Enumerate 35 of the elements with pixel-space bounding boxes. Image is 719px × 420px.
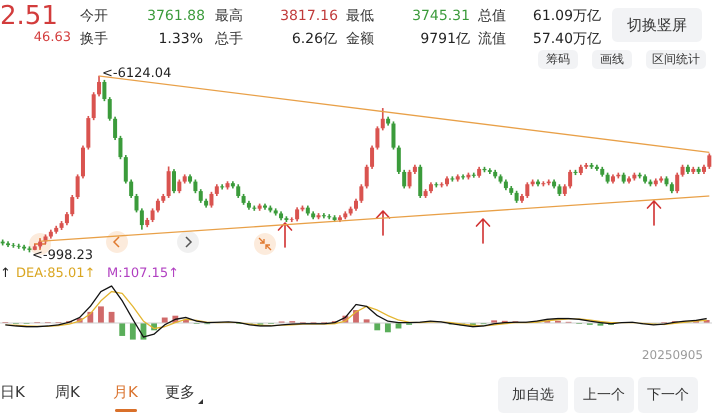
text: 切换竖屏: [627, 16, 687, 34]
annotation: <-6124.04: [102, 66, 172, 82]
text: 3745.31: [412, 8, 470, 24]
text: M:107.15↑: [107, 266, 179, 282]
text: 金额: [346, 31, 374, 48]
text: 3761.88: [147, 8, 205, 24]
text: 最高: [215, 8, 243, 24]
text: ↑: [0, 266, 11, 282]
text: 月K: [113, 383, 138, 402]
text: 下一个: [647, 386, 689, 404]
text: 20250905: [642, 348, 703, 363]
text: 总值: [478, 8, 506, 24]
text: 今开: [80, 8, 108, 24]
text: 筹码: [546, 51, 570, 68]
text: 周K: [55, 383, 80, 402]
text: 加自选: [512, 386, 554, 404]
text: DEA:85.01↑: [16, 266, 96, 282]
text: 1.33%: [158, 31, 203, 48]
text: 6.26亿: [292, 31, 337, 48]
text: 画线: [600, 51, 624, 68]
text: 总手: [215, 31, 243, 48]
text: 区间统计: [652, 51, 700, 68]
text: 46.63: [34, 30, 71, 46]
text: 上一个: [583, 386, 625, 404]
text: 9791亿: [420, 31, 470, 48]
text: 更多: [165, 383, 195, 402]
text: 日K: [0, 383, 25, 402]
text: 61.09万亿: [532, 8, 601, 24]
text: 流值: [478, 31, 506, 48]
text: 最低: [346, 8, 374, 24]
annotation: <-998.23: [32, 248, 94, 264]
text: 57.40万亿: [532, 31, 601, 48]
text: 3817.16: [280, 8, 338, 24]
text: 2.51: [0, 1, 58, 31]
text: 换手: [80, 31, 108, 48]
